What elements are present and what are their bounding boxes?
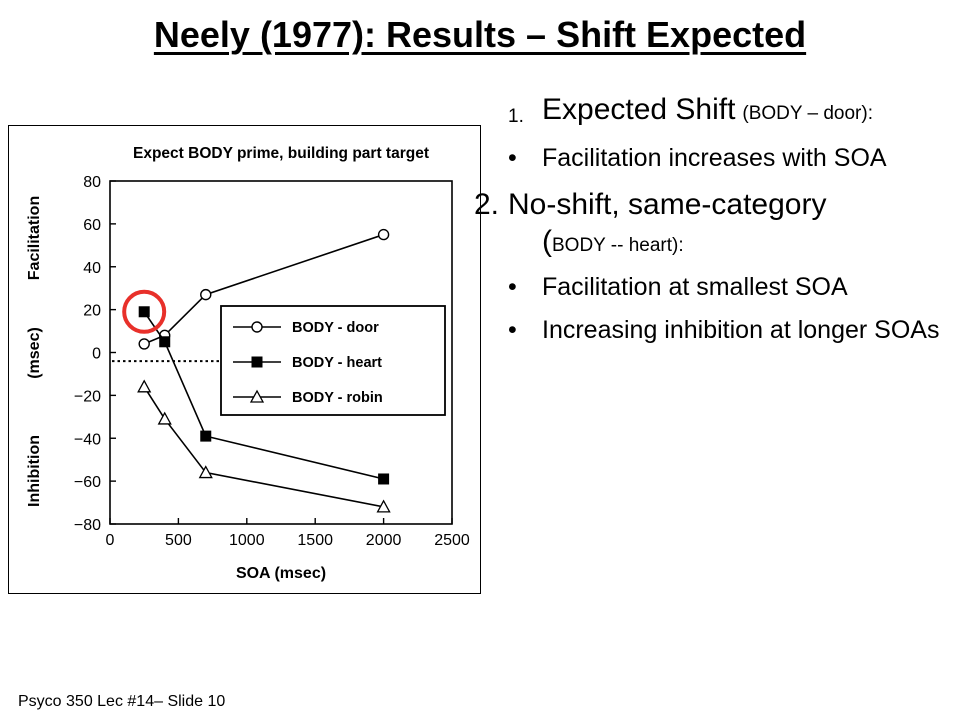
series-line-body-robin bbox=[143, 386, 384, 508]
data-point-body-heart bbox=[138, 306, 150, 318]
x-tick-label: 2000 bbox=[366, 532, 402, 549]
bullet-text: Facilitation at smallest SOA bbox=[542, 273, 848, 302]
line-chart: Expect BODY prime, building part target … bbox=[26, 145, 470, 582]
y-tick-label: −60 bbox=[74, 474, 101, 491]
data-point-body-door bbox=[138, 338, 150, 350]
y-tick-label: 80 bbox=[83, 174, 101, 191]
data-point-body-heart bbox=[200, 430, 212, 442]
data-point-body-door bbox=[377, 228, 390, 241]
bullet-marker: • bbox=[508, 315, 517, 344]
series-line-body-door bbox=[143, 233, 384, 345]
slide-footer: Psyco 350 Lec #14– Slide 10 bbox=[18, 693, 226, 710]
point-1-marker: 1. bbox=[508, 106, 524, 127]
data-point-body-robin bbox=[137, 379, 152, 393]
legend-marker-body-door bbox=[251, 321, 263, 333]
y-tick-label: 60 bbox=[83, 217, 101, 234]
x-axis-title: SOA (msec) bbox=[236, 565, 326, 582]
data-point-body-robin bbox=[376, 499, 391, 513]
data-point-body-robin bbox=[198, 465, 213, 479]
point-2-bullet-a: • Facilitation at smallest SOA bbox=[508, 272, 948, 303]
y-axis-title-inhibition: Inhibition bbox=[26, 435, 43, 507]
bullet-list: 1. Expected Shift (BODY – door): • Facil… bbox=[474, 92, 948, 355]
point-2-sub: BODY -- heart): bbox=[552, 234, 684, 256]
y-axis-title-facilitation: Facilitation bbox=[26, 196, 43, 280]
point-1-bullet: • Facilitation increases with SOA bbox=[508, 143, 948, 174]
legend-label-body-door: BODY - door bbox=[292, 320, 379, 336]
point-2: 2. No-shift, same-category (BODY -- hear… bbox=[474, 187, 948, 260]
legend-marker-body-heart bbox=[251, 356, 263, 368]
point-1-main: Expected Shift bbox=[542, 93, 736, 126]
y-tick-label: −80 bbox=[74, 517, 101, 534]
point-2-marker: 2. bbox=[474, 188, 500, 222]
legend-marker-body-robin bbox=[249, 389, 265, 403]
legend-label-body-robin: BODY - robin bbox=[292, 390, 383, 406]
legend-label-body-heart: BODY - heart bbox=[292, 355, 382, 371]
point-2-sub-open: ( bbox=[542, 224, 552, 258]
point-1-sub: (BODY – door): bbox=[742, 103, 873, 124]
bullet-marker: • bbox=[508, 273, 517, 302]
point-2-main: No-shift, same-category bbox=[508, 188, 827, 222]
data-point-body-heart bbox=[159, 336, 171, 348]
data-point-body-robin bbox=[157, 411, 172, 425]
bullet-text: Increasing inhibition at longer SOAs bbox=[542, 315, 940, 344]
y-tick-label: −20 bbox=[74, 388, 101, 405]
bullet-marker: • bbox=[508, 143, 517, 172]
y-tick-label: 0 bbox=[92, 346, 101, 363]
chart-title: Expect BODY prime, building part target bbox=[133, 145, 429, 162]
data-point-body-door bbox=[200, 288, 212, 301]
y-axis-title-unit: (msec) bbox=[26, 327, 43, 379]
chart-figure: Expect BODY prime, building part target … bbox=[8, 125, 481, 594]
data-point-body-heart bbox=[378, 473, 390, 485]
x-tick-label: 500 bbox=[165, 532, 192, 549]
slide-title: Neely (1977): Results – Shift Expected bbox=[153, 14, 807, 55]
highlight-circle bbox=[122, 289, 167, 334]
point-2-bullet-b: • Increasing inhibition at longer SOAs bbox=[508, 315, 948, 346]
x-tick-label: 2500 bbox=[434, 532, 470, 549]
chart-legend: BODY - door BODY - heart BODY - robin bbox=[220, 305, 446, 416]
x-tick-label: 1500 bbox=[297, 532, 333, 549]
y-tick-label: −40 bbox=[74, 431, 101, 448]
x-tick-label: 1000 bbox=[229, 532, 265, 549]
bullet-text: Facilitation increases with SOA bbox=[542, 143, 887, 172]
y-tick-label: 40 bbox=[83, 260, 101, 277]
x-tick-label: 0 bbox=[106, 532, 115, 549]
y-tick-label: 20 bbox=[83, 303, 101, 320]
point-1: 1. Expected Shift (BODY – door): bbox=[508, 92, 948, 129]
